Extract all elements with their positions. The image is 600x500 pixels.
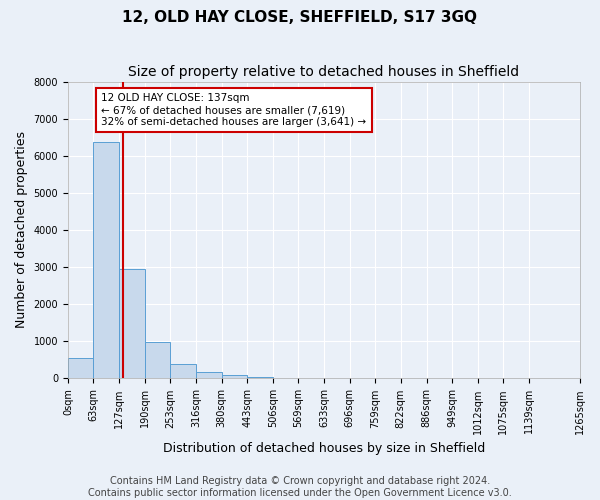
Y-axis label: Number of detached properties: Number of detached properties	[15, 132, 28, 328]
Text: Contains HM Land Registry data © Crown copyright and database right 2024.
Contai: Contains HM Land Registry data © Crown c…	[88, 476, 512, 498]
X-axis label: Distribution of detached houses by size in Sheffield: Distribution of detached houses by size …	[163, 442, 485, 455]
Bar	[170, 364, 196, 378]
Bar	[145, 342, 170, 378]
Bar	[196, 372, 222, 378]
Title: Size of property relative to detached houses in Sheffield: Size of property relative to detached ho…	[128, 65, 520, 79]
Text: 12 OLD HAY CLOSE: 137sqm
← 67% of detached houses are smaller (7,619)
32% of sem: 12 OLD HAY CLOSE: 137sqm ← 67% of detach…	[101, 94, 367, 126]
Bar	[222, 374, 247, 378]
Bar	[247, 376, 273, 378]
Bar	[119, 269, 145, 378]
Bar	[94, 142, 119, 378]
Text: 12, OLD HAY CLOSE, SHEFFIELD, S17 3GQ: 12, OLD HAY CLOSE, SHEFFIELD, S17 3GQ	[122, 10, 478, 25]
Bar	[68, 358, 94, 378]
